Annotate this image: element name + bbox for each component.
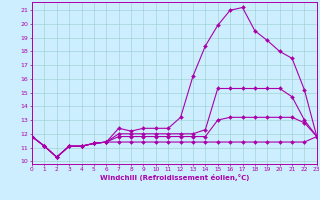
X-axis label: Windchill (Refroidissement éolien,°C): Windchill (Refroidissement éolien,°C) bbox=[100, 174, 249, 181]
